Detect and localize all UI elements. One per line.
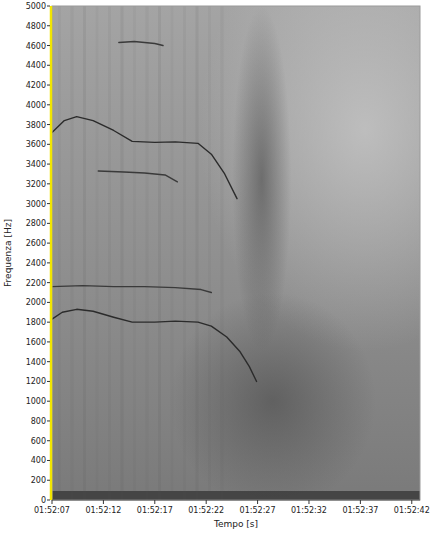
stripe	[196, 6, 199, 500]
x-tick-label: 01:52:27	[240, 506, 276, 515]
plot-frame	[52, 6, 420, 500]
y-tick-label: 2400	[26, 259, 46, 268]
y-tick	[47, 164, 50, 165]
y-tick-label: 2200	[26, 279, 46, 288]
stripe	[83, 6, 86, 500]
y-tick	[47, 322, 50, 323]
y-tick-label: 3400	[26, 160, 46, 169]
y-tick-label: 600	[31, 437, 46, 446]
stripe	[171, 6, 174, 500]
x-tick-label: 01:52:32	[291, 506, 327, 515]
y-tick-label: 4400	[26, 61, 46, 70]
y-tick	[47, 262, 50, 263]
y-tick-label: 4600	[26, 42, 46, 51]
y-tick	[47, 45, 50, 46]
x-tick	[206, 500, 207, 504]
y-tick-label: 2800	[26, 219, 46, 228]
y-tick-label: 5000	[26, 2, 46, 11]
stripe	[108, 6, 111, 500]
x-tick-label: 01:52:12	[85, 506, 121, 515]
y-tick-label: 1200	[26, 377, 46, 386]
x-axis-line	[52, 500, 420, 501]
y-tick	[47, 6, 50, 7]
y-tick-label: 0	[41, 496, 46, 505]
y-tick-label: 1400	[26, 358, 46, 367]
y-tick-label: 4000	[26, 101, 46, 110]
y-tick	[47, 183, 50, 184]
contour	[119, 42, 163, 46]
y-tick	[47, 25, 50, 26]
stripe	[183, 6, 186, 500]
stripe	[221, 6, 224, 500]
stripe	[96, 6, 99, 500]
y-tick	[47, 104, 50, 105]
y-tick	[47, 460, 50, 461]
y-axis-line	[50, 6, 53, 500]
y-tick	[47, 65, 50, 66]
y-tick-label: 400	[31, 456, 46, 465]
x-tick-label: 01:52:07	[34, 506, 70, 515]
stripe	[121, 6, 124, 500]
y-tick	[47, 480, 50, 481]
x-axis-title: Tempo [s]	[213, 519, 258, 529]
y-tick-label: 3000	[26, 200, 46, 209]
x-tick	[360, 500, 361, 504]
y-tick	[47, 401, 50, 402]
y-tick	[47, 440, 50, 441]
y-tick	[47, 500, 50, 501]
y-tick	[47, 420, 50, 421]
contour	[52, 309, 257, 381]
y-tick	[47, 124, 50, 125]
y-tick	[47, 302, 50, 303]
x-tick	[154, 500, 155, 504]
y-tick-label: 4200	[26, 81, 46, 90]
x-tick	[257, 500, 258, 504]
contour	[98, 171, 177, 182]
y-tick	[47, 282, 50, 283]
stripe	[71, 6, 74, 500]
y-tick	[47, 203, 50, 204]
y-tick	[47, 144, 50, 145]
spectrogram-background	[52, 6, 420, 500]
y-tick	[47, 85, 50, 86]
chart: 0 200 400 600 800 1000 1200 1400 1600 1800 2000 220…	[0, 0, 444, 536]
x-tick-label: 01:52:22	[188, 506, 224, 515]
y-tick	[47, 243, 50, 244]
low-band	[52, 491, 420, 500]
dark-region	[232, 6, 291, 352]
y-tick-label: 1600	[26, 338, 46, 347]
x-tick	[411, 500, 412, 504]
y-tick	[47, 341, 50, 342]
stripe	[158, 6, 161, 500]
y-tick-label: 3800	[26, 121, 46, 130]
y-tick-label: 1000	[26, 397, 46, 406]
contour	[52, 117, 237, 199]
y-axis-title: Frequenza [Hz]	[3, 219, 13, 287]
stripe	[146, 6, 149, 500]
y-tick-label: 2600	[26, 239, 46, 248]
contour	[52, 286, 211, 293]
x-tick-label: 01:52:42	[394, 506, 430, 515]
x-tick	[103, 500, 104, 504]
stripe	[208, 6, 211, 500]
x-tick	[308, 500, 309, 504]
y-tick-label: 3200	[26, 180, 46, 189]
x-tick-label: 01:52:37	[342, 506, 378, 515]
y-tick-label: 2000	[26, 298, 46, 307]
y-tick	[47, 361, 50, 362]
x-tick-label: 01:52:17	[137, 506, 173, 515]
stripe	[58, 6, 61, 500]
y-tick-label: 1800	[26, 318, 46, 327]
y-tick-label: 800	[31, 417, 46, 426]
y-tick	[47, 223, 50, 224]
y-tick-label: 3600	[26, 140, 46, 149]
y-tick	[47, 381, 50, 382]
contours	[52, 42, 257, 382]
y-tick-label: 4800	[26, 22, 46, 31]
stripe	[133, 6, 136, 500]
x-tick	[52, 500, 53, 504]
y-tick-label: 200	[31, 476, 46, 485]
